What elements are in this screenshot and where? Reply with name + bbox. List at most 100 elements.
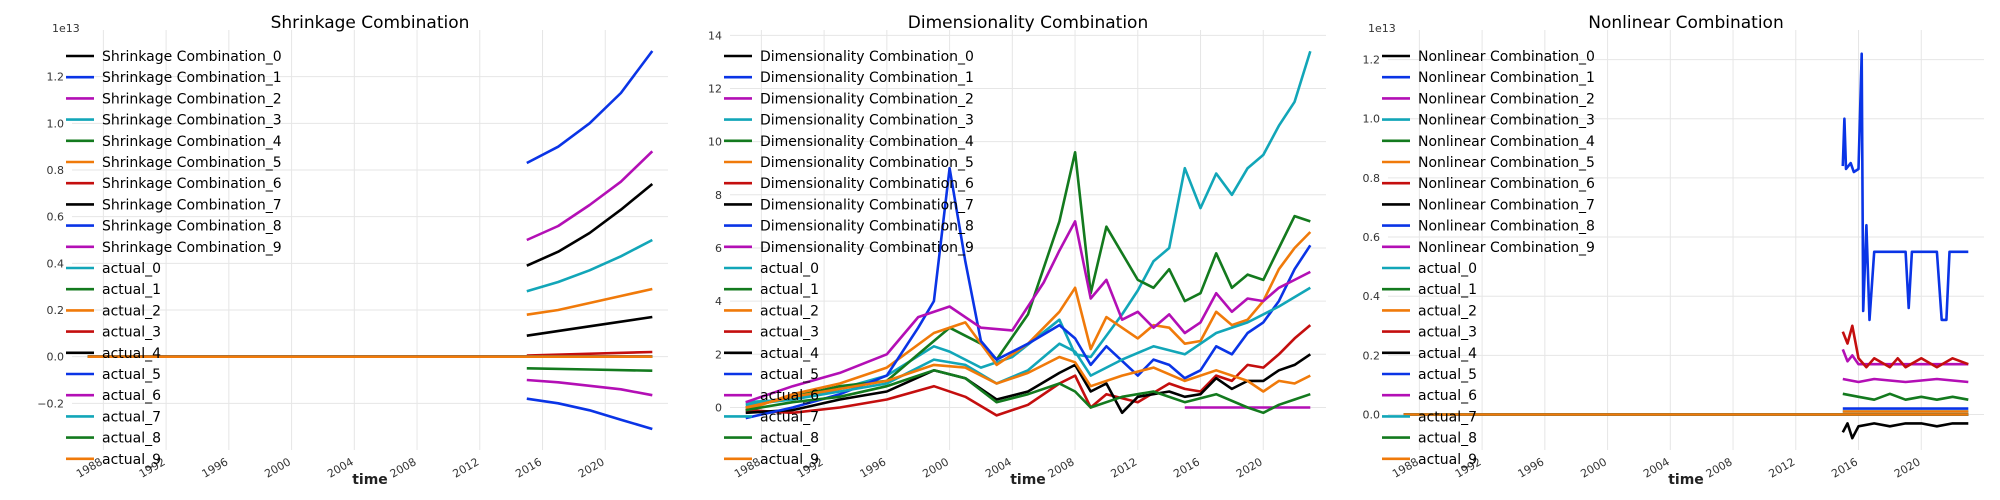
legend-entry: actual_5	[102, 367, 161, 383]
legend-entry: actual_4	[1418, 346, 1477, 362]
legend-entry: Shrinkage Combination_2	[102, 91, 282, 107]
legend-entry: actual_3	[1418, 325, 1477, 341]
y-offset-label: 1e13	[52, 22, 80, 35]
series-line	[526, 287, 653, 316]
legend-entry: actual_5	[1418, 367, 1477, 383]
legend-entry: Dimensionality Combination_2	[760, 91, 974, 107]
series-line	[1842, 377, 1969, 384]
x-tick-label: 2000	[1578, 455, 1609, 480]
x-tick-label: 2004	[325, 455, 356, 480]
y-tick-label: 1.0	[47, 117, 65, 130]
legend-entry: Shrinkage Combination_8	[102, 219, 282, 235]
legend-entry: Shrinkage Combination_3	[102, 113, 282, 129]
legend-entry: Nonlinear Combination_3	[1418, 113, 1595, 129]
x-tick-label: 2008	[1046, 455, 1077, 480]
x-tick-label: 2020	[1892, 455, 1923, 480]
x-tick-label: 2016	[1171, 455, 1202, 480]
y-tick-label: 0.2	[1363, 349, 1381, 362]
legend-entry: Nonlinear Combination_4	[1418, 134, 1595, 150]
legend-entry: actual_6	[760, 388, 819, 404]
series-line	[1841, 324, 1969, 369]
y-tick-label: 1.2	[47, 71, 65, 84]
legend-entry: actual_2	[1418, 303, 1477, 319]
series-line	[1841, 422, 1969, 440]
legend-entry: actual_7	[102, 409, 161, 425]
series-line	[745, 369, 1311, 415]
legend-entry: Shrinkage Combination_7	[102, 197, 282, 213]
series-line	[745, 151, 1311, 409]
legend-entry: Shrinkage Combination_1	[102, 70, 282, 86]
y-tick-label: 0.8	[47, 164, 65, 177]
y-tick-label: 0.2	[47, 304, 65, 317]
series-line	[745, 355, 1311, 409]
legend-entry: Dimensionality Combination_1	[760, 70, 974, 86]
legend-entry: actual_9	[760, 452, 819, 468]
legend-entry: Nonlinear Combination_5	[1418, 155, 1595, 171]
series-line	[745, 166, 1312, 420]
x-axis-label: time	[352, 472, 388, 488]
y-tick-label: 8	[715, 189, 722, 202]
legend-entry: Dimensionality Combination_5	[760, 155, 974, 171]
legend-entry: actual_1	[102, 282, 161, 298]
series-line	[526, 150, 654, 242]
x-tick-label: 2016	[513, 455, 544, 480]
legend-entry: actual_5	[760, 367, 819, 383]
legend-entry: actual_4	[760, 346, 819, 362]
x-tick-label: 2020	[1234, 455, 1265, 480]
legend-entry: Dimensionality Combination_0	[760, 49, 974, 65]
x-tick-label: 2000	[920, 455, 951, 480]
legend-entry: actual_2	[760, 303, 819, 319]
legend-entry: Nonlinear Combination_8	[1418, 219, 1595, 235]
series-line	[526, 367, 653, 372]
legend-entry: actual_1	[760, 282, 819, 298]
x-tick-label: 1996	[858, 455, 889, 480]
legend-entry: Nonlinear Combination_0	[1418, 49, 1595, 65]
legend-entry: Dimensionality Combination_9	[760, 240, 974, 256]
chart-title: Shrinkage Combination	[271, 13, 470, 33]
x-axis-label: time	[1668, 472, 1704, 488]
series-line	[745, 286, 1311, 407]
legend-entry: Shrinkage Combination_5	[102, 155, 282, 171]
y-tick-label: 0.0	[47, 351, 65, 364]
series-line	[745, 324, 1312, 417]
legend-entry: actual_7	[760, 409, 819, 425]
series-line	[1841, 52, 1969, 322]
series-line	[526, 182, 654, 267]
legend-entry: Dimensionality Combination_3	[760, 113, 974, 129]
y-tick-label: 0.0	[1363, 409, 1381, 422]
legend-entry: actual_0	[1418, 261, 1477, 277]
legend-entry: actual_0	[760, 261, 819, 277]
legend-entry: Dimensionality Combination_4	[760, 134, 974, 150]
legend-entry: Dimensionality Combination_8	[760, 219, 974, 235]
legend-entry: actual_6	[1418, 388, 1477, 404]
x-axis-label: time	[1010, 472, 1046, 488]
legend-entry: actual_3	[760, 325, 819, 341]
y-tick-label: 10	[708, 136, 722, 149]
y-tick-label: 1.2	[1363, 54, 1381, 67]
legend-entry: actual_9	[102, 452, 161, 468]
x-tick-label: 2008	[388, 455, 419, 480]
legend-entry: Nonlinear Combination_2	[1418, 91, 1595, 107]
series-line	[526, 350, 653, 357]
x-tick-label: 2012	[1109, 455, 1140, 480]
series-line	[745, 50, 1312, 404]
y-tick-label: 4	[715, 295, 722, 308]
legend-entry: actual_2	[102, 303, 161, 319]
legend-entry: Shrinkage Combination_0	[102, 49, 282, 65]
x-tick-label: 2008	[1704, 455, 1735, 480]
legend-entry: actual_6	[102, 388, 161, 404]
chart-title: Nonlinear Combination	[1588, 13, 1783, 33]
legend-entry: actual_8	[102, 431, 161, 447]
legend-entry: Shrinkage Combination_9	[102, 240, 282, 256]
x-tick-label: 1996	[200, 455, 231, 480]
y-tick-label: 0.4	[47, 257, 65, 270]
legend-entry: Shrinkage Combination_4	[102, 134, 282, 150]
chart-title: Dimensionality Combination	[908, 13, 1148, 33]
legend-entry: actual_1	[1418, 282, 1477, 298]
legend-entry: actual_0	[102, 261, 161, 277]
legend-entry: actual_9	[1418, 452, 1477, 468]
x-tick-label: 1996	[1516, 455, 1547, 480]
y-tick-label: 0.6	[1363, 231, 1381, 244]
